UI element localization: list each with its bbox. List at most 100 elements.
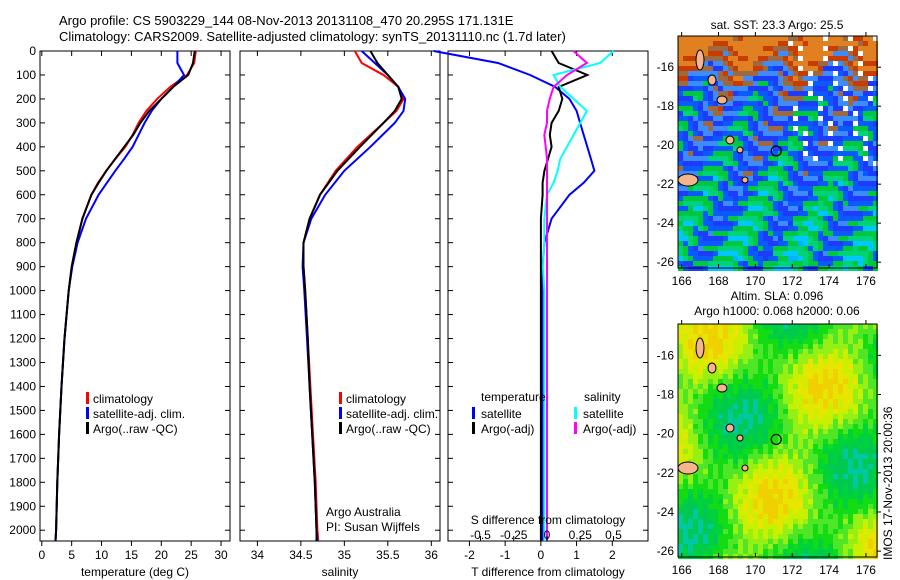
map-cell [758,394,763,399]
map-cell [708,354,713,359]
map-cell [813,181,818,186]
map-cell [708,226,713,231]
map-cell [718,256,723,261]
map-cell [678,136,683,141]
map-cell [863,246,868,251]
map-cell [698,111,703,116]
map-cell [803,161,808,166]
map-cell [738,171,743,176]
legend-label: Argo(..raw -QC) [346,422,431,436]
map-cell [733,171,738,176]
map-cell [733,399,738,404]
map-cell [713,454,718,459]
map-cell [723,459,728,464]
map-cell [713,474,718,479]
map-cell [693,394,698,399]
map-cell [778,324,783,329]
map-cell [848,364,853,369]
map-lat-label: -20 [657,427,675,441]
map-cell [858,534,863,539]
map-cell [813,76,818,81]
map-cell [728,176,733,181]
map-cell [688,324,693,329]
map-cell [788,484,793,489]
map-cell [778,206,783,211]
map-cell [808,539,813,544]
map-cell [778,489,783,494]
map-cell [763,176,768,181]
map-cell [768,344,773,349]
map-cell [853,334,858,339]
map-cell [848,201,853,206]
map-frame [677,35,878,269]
map-cell [833,91,838,96]
map-cell [703,524,708,529]
map-cell [688,544,693,549]
map-cell [828,529,833,534]
map-cell [718,329,723,334]
map-cell [773,201,778,206]
map-cell [838,434,843,439]
map-cell [688,141,693,146]
map-cell [743,354,748,359]
map-cell [853,201,858,206]
map-cell [678,246,683,251]
map-cell [688,519,693,524]
map-cell [768,414,773,419]
map-cell [863,126,868,131]
map-cell [853,494,858,499]
map-cell [728,414,733,419]
map-cell [823,236,828,241]
map-cell [828,221,833,226]
map-cell [733,379,738,384]
map-cell [868,96,873,101]
map-cell [683,339,688,344]
map-cell [708,256,713,261]
map-cell [858,196,863,201]
map-cell [853,236,858,241]
map-cell [843,161,848,166]
map-cell [703,61,708,66]
map-cell [733,46,738,51]
map-cell [798,424,803,429]
map-cell [863,519,868,524]
map-cell [828,56,833,61]
map-cell [738,329,743,334]
map-cell [773,349,778,354]
map-cell [688,96,693,101]
map-cell [748,191,753,196]
map-cell [858,464,863,469]
map-cell [713,191,718,196]
map-cell [783,46,788,51]
map-cell [873,489,878,494]
map-cell [688,41,693,46]
map-cell [678,404,683,409]
map-cell [743,41,748,46]
map-cell [873,106,878,111]
map-cell [808,101,813,106]
map-cell [848,211,853,216]
map-cell [818,509,823,514]
map-cell [708,206,713,211]
map-cell [728,96,733,101]
map-cell [743,86,748,91]
map-cell [853,161,858,166]
map-cell [808,359,813,364]
map-cell [748,399,753,404]
map-cell [683,484,688,489]
map-cell [763,544,768,549]
map-cell [838,374,843,379]
map-cell [783,409,788,414]
map-cell [773,519,778,524]
map-cell [863,171,868,176]
map-cell [758,71,763,76]
map-cell [868,171,873,176]
map-cell [873,91,878,96]
map-cell [808,66,813,71]
map-cell [733,434,738,439]
map-cell [678,424,683,429]
map-cell [833,96,838,101]
map-cell [708,106,713,111]
map-cell [813,116,818,121]
map-cell [698,76,703,81]
